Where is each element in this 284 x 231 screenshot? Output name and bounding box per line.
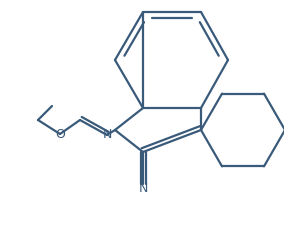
Text: O: O <box>55 128 65 140</box>
Text: N: N <box>138 182 148 195</box>
Text: N: N <box>102 128 112 142</box>
